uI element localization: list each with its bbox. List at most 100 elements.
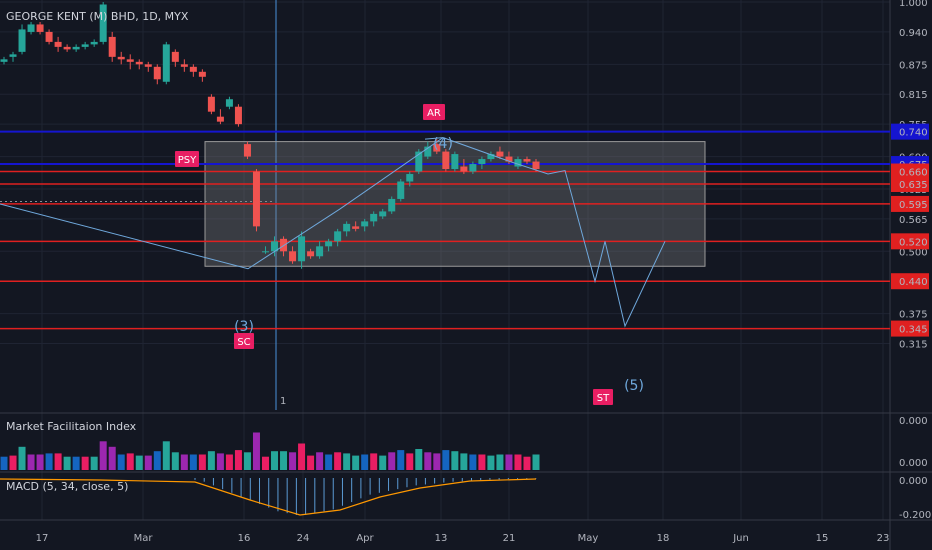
candle-body <box>343 223 351 232</box>
price-tick-label: 1.000 <box>899 0 928 9</box>
candle-body <box>532 161 540 170</box>
time-tick-label: 15 <box>816 533 829 544</box>
mfi-bar <box>280 451 288 470</box>
mfi-bar <box>81 456 89 470</box>
mfi-bar <box>532 454 540 470</box>
wave-path <box>424 137 444 140</box>
mfi-bar <box>18 446 26 470</box>
time-tick-label: Apr <box>356 533 374 544</box>
mfi-bar <box>162 441 170 470</box>
candle-body <box>334 231 342 242</box>
mfi-bar <box>343 453 351 470</box>
candle-body <box>99 4 107 42</box>
candle-body <box>81 44 89 47</box>
price-level-badge-label: 0.635 <box>899 180 928 191</box>
mfi-bar <box>216 453 224 470</box>
label-sc-bg <box>234 333 254 349</box>
wave-projection <box>0 137 666 328</box>
price-level-badge <box>891 195 929 212</box>
wave-path <box>0 137 666 328</box>
candle-body <box>469 164 477 172</box>
mfi-bar <box>469 454 477 470</box>
candle-body <box>289 251 297 262</box>
mfi-bar <box>261 456 269 470</box>
candle-body <box>370 213 378 222</box>
wave-label-4: (4) <box>433 136 453 152</box>
mfi-bar <box>126 453 134 470</box>
price-level-badge-label: 0.345 <box>899 325 928 336</box>
mfi-bar <box>388 452 396 470</box>
time-tick-label: 23 <box>877 533 890 544</box>
candle-body <box>298 236 306 262</box>
candle-body <box>72 46 80 50</box>
time-axis: 17 Mar 16 24 Apr 13 21 May 18 Jun 15 23 <box>36 533 890 544</box>
candle-body <box>352 226 360 229</box>
candle-body <box>514 159 522 167</box>
macd-signal-line <box>0 478 537 516</box>
mfi-bar <box>451 451 459 470</box>
candle-body <box>180 64 188 67</box>
label-psy: PSY <box>178 155 197 166</box>
label-ar: AR <box>427 108 441 119</box>
candle-body <box>108 36 116 57</box>
time-tick-label: Jun <box>732 533 749 544</box>
candle-body <box>90 41 98 45</box>
mfi-bar <box>442 450 450 470</box>
candle-body <box>225 99 233 107</box>
price-level-badge-label: 0.440 <box>899 277 928 288</box>
mfi-bar <box>325 454 333 470</box>
label-ar-bg <box>423 104 445 120</box>
macd-tick-label: -0.200 <box>899 510 931 521</box>
vertical-marker-label: 1 <box>280 396 286 407</box>
price-level-badge <box>891 123 929 140</box>
candle-body <box>207 96 215 112</box>
price-tick-label: 0.315 <box>899 340 928 351</box>
chart-title: GEORGE KENT (M) BHD, 1D, MYX <box>6 10 189 23</box>
candle-body <box>162 44 170 82</box>
candle-body <box>54 41 62 47</box>
price-tick-label: 0.940 <box>899 28 928 39</box>
candle-body <box>135 61 143 65</box>
mfi-bar <box>397 450 405 470</box>
candle-body <box>388 198 396 212</box>
candle-body <box>496 151 504 157</box>
time-tick-label: May <box>578 533 599 544</box>
candlestick-series <box>0 2 540 269</box>
horizontal-levels <box>0 130 890 330</box>
price-tick-label: 0.565 <box>899 215 928 226</box>
mfi-bar <box>406 453 414 470</box>
mfi-bar <box>117 454 125 470</box>
time-tick-label: 21 <box>503 533 516 544</box>
candle-body <box>234 106 242 125</box>
mfi-bar <box>171 452 179 470</box>
mfi-bar <box>207 451 215 470</box>
mfi-bar <box>90 456 98 470</box>
candle-body <box>505 156 513 162</box>
annotation-labels: PSY SC AR ST (3) (4) (5) <box>175 104 644 405</box>
candle-body <box>117 56 125 60</box>
candle-body <box>144 64 152 67</box>
candle-body <box>379 211 387 217</box>
candle-body <box>523 159 531 162</box>
mfi-bar <box>54 453 62 470</box>
price-axis: 1.0000.9400.8750.8150.7550.6900.6250.565… <box>891 0 931 521</box>
mfi-bar <box>252 432 260 470</box>
candle-body <box>9 54 17 57</box>
mfi-bar <box>180 454 188 470</box>
price-level-badge <box>891 273 929 290</box>
mfi-bar <box>198 454 206 470</box>
mfi-tick-label: 0.000 <box>899 458 928 469</box>
candle-body <box>252 171 260 227</box>
mfi-bar <box>352 455 360 470</box>
price-tick-label: 0.875 <box>899 60 928 71</box>
mfi-title: Market Facilitaion Index <box>6 420 137 433</box>
price-tick-label: 0.375 <box>899 310 928 321</box>
time-tick-label: 13 <box>435 533 448 544</box>
mfi-bar <box>9 455 17 470</box>
mfi-bar <box>523 456 531 470</box>
label-psy-bg <box>175 151 199 167</box>
mfi-bar <box>153 451 161 470</box>
candle-body <box>0 59 8 62</box>
mfi-bar <box>63 456 71 470</box>
